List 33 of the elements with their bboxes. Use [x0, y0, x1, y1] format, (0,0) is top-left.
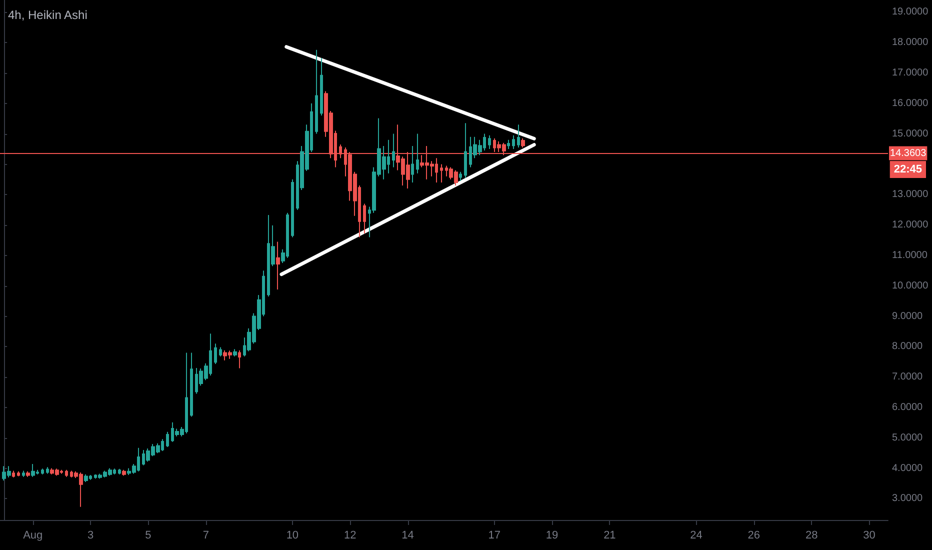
x-tick-label: 19	[546, 530, 558, 542]
x-tick-label: 26	[748, 530, 760, 542]
y-tick-label: 12.0000	[892, 220, 929, 231]
y-tick-label: 3.0000	[892, 493, 924, 504]
y-tick-label: 11.0000	[892, 250, 928, 261]
y-tick-label: 4.0000	[892, 462, 924, 474]
text: 4h, Heikin Ashi	[8, 8, 88, 22]
ref-line-label: 14.3603	[890, 148, 927, 159]
x-tick-label: 17	[488, 530, 500, 542]
x-tick-label: 3	[87, 530, 94, 542]
y-tick-label: 17.0000	[892, 67, 929, 78]
y-tick-label: 9.0000	[892, 310, 924, 322]
y-tick-label: 10.0000	[892, 280, 929, 292]
y-tick-label: 8.0000	[892, 341, 924, 352]
x-tick-label: Aug	[23, 530, 43, 542]
y-tick-label: 6.0000	[892, 402, 924, 413]
y-tick-label: 13.0000	[892, 189, 929, 200]
x-tick-label: 5	[145, 530, 152, 542]
y-tick-label: 7.0000	[892, 372, 924, 383]
y-tick-label: 15.0000	[892, 128, 929, 140]
x-tick-label: 28	[805, 530, 818, 542]
x-tick-label: 10	[286, 530, 299, 542]
text: 22:45	[894, 164, 922, 176]
y-tick-label: 18.0000	[892, 37, 929, 48]
x-tick-label: 21	[604, 530, 616, 542]
x-tick-label: 7	[202, 530, 209, 542]
x-tick-label: 12	[344, 530, 356, 542]
x-tick-label: 24	[690, 530, 702, 542]
x-tick-label: 14	[402, 530, 414, 542]
y-tick-label: 16.0000	[892, 98, 929, 109]
y-tick-label: 19.0000	[892, 6, 929, 18]
y-tick-label: 5.0000	[892, 432, 924, 444]
x-tick-label: 30	[863, 530, 876, 542]
